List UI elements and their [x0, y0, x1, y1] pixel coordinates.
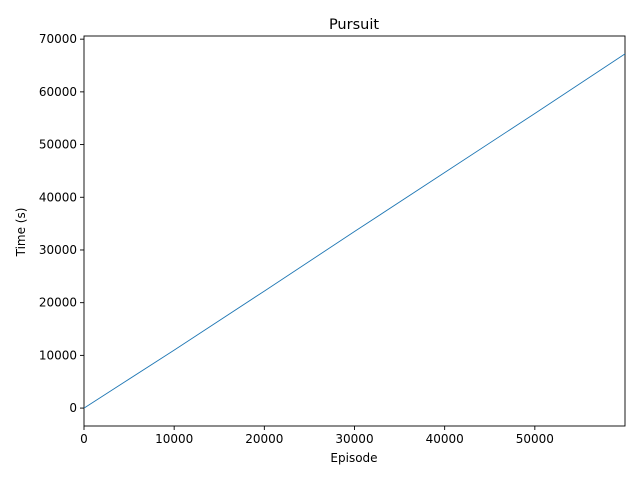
- y-axis-ticks: 0 10000 20000 30000 40000 50000 60000 70000: [39, 32, 84, 415]
- y-tick-label: 0: [69, 401, 77, 415]
- x-tick-label: 30000: [335, 432, 373, 446]
- x-axis-ticks: 0 10000 20000 30000 40000 50000: [80, 426, 554, 446]
- y-tick-label: 70000: [39, 32, 77, 46]
- x-tick-label: 20000: [245, 432, 283, 446]
- y-axis-label: Time (s): [14, 208, 28, 258]
- x-tick-label: 10000: [155, 432, 193, 446]
- y-tick-label: 10000: [39, 348, 77, 362]
- series-line-1: [83, 53, 626, 409]
- series-layer: [83, 53, 626, 409]
- y-tick-label: 20000: [39, 296, 77, 310]
- x-axis-label: Episode: [330, 451, 377, 465]
- y-tick-label: 50000: [39, 138, 77, 152]
- y-tick-label: 40000: [39, 190, 77, 204]
- x-tick-label: 50000: [516, 432, 554, 446]
- x-tick-label: 40000: [426, 432, 464, 446]
- y-tick-label: 60000: [39, 85, 77, 99]
- chart-title: Pursuit: [329, 17, 379, 33]
- y-tick-label: 30000: [39, 243, 77, 257]
- x-tick-label: 0: [80, 432, 88, 446]
